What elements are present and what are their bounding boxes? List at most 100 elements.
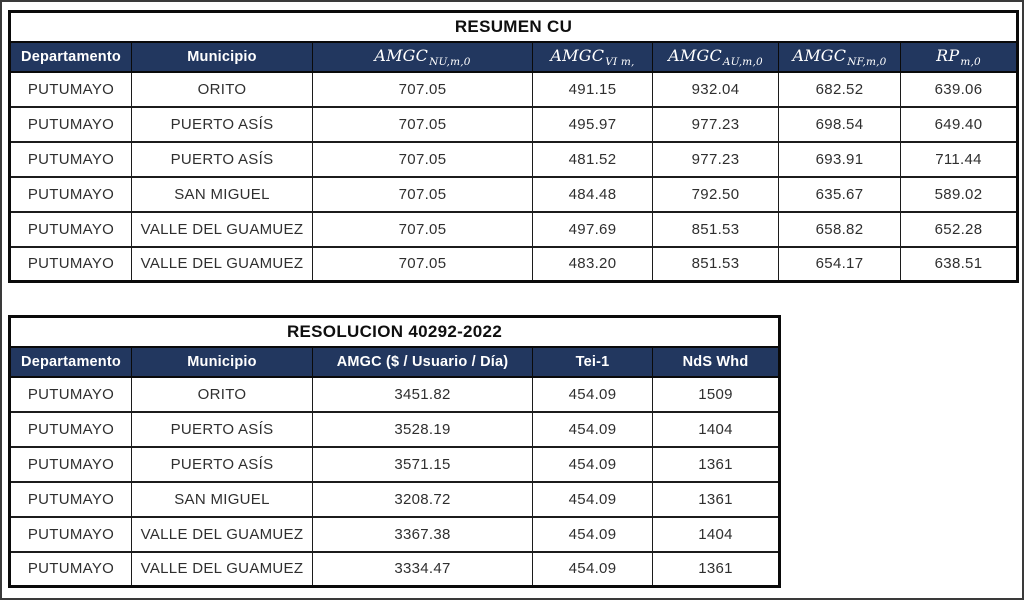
table-row: PUTUMAYO VALLE DEL GUAMUEZ 3367.38 454.0… [9,515,781,553]
column-header-amgc-usuario-dia: AMGC ($ / Usuario / Día) [312,346,533,378]
cell-nds-whd: 1361 [651,480,781,518]
cell-municipio: VALLE DEL GUAMUEZ [131,515,313,553]
cell-tei-1: 454.09 [532,445,653,483]
table-row: PUTUMAYO VALLE DEL GUAMUEZ 707.05 483.20… [9,245,1019,283]
cell-tei-1: 454.09 [532,515,653,553]
cell-amgc-vi: 484.48 [532,175,653,213]
cell-nds-whd: 1509 [651,375,781,413]
cell-tei-1: 454.09 [532,410,653,448]
cell-municipio: PUERTO ASÍS [131,410,313,448]
cell-amgc: 3451.82 [312,375,533,413]
cell-tei-1: 454.09 [532,480,653,518]
math-subscript: NF,m,0 [847,55,887,68]
cell-municipio: ORITO [131,70,313,108]
table-row: PUTUMAYO SAN MIGUEL 3208.72 454.09 1361 [9,480,781,518]
table-row: PUTUMAYO SAN MIGUEL 707.05 484.48 792.50… [9,175,1019,213]
column-header-municipio: Municipio [131,346,313,378]
cell-municipio: ORITO [131,375,313,413]
table-row: PUTUMAYO VALLE DEL GUAMUEZ 3334.47 454.0… [9,550,781,588]
cell-municipio: VALLE DEL GUAMUEZ [131,210,313,248]
cell-amgc-au: 977.23 [652,140,779,178]
cell-departamento: PUTUMAYO [9,445,132,483]
cell-amgc: 3528.19 [312,410,533,448]
cell-rp: 652.28 [899,210,1019,248]
table-row: PUTUMAYO ORITO 707.05 491.15 932.04 682.… [9,70,1019,108]
column-header-nds-whd: NdS Whd [651,346,781,378]
cell-amgc-au: 932.04 [652,70,779,108]
math-subscript: VI m, [605,55,635,68]
cell-rp: 711.44 [899,140,1019,178]
cell-departamento: PUTUMAYO [9,480,132,518]
cell-amgc-nf: 693.91 [778,140,901,178]
cell-amgc-nf: 658.82 [778,210,901,248]
cell-amgc-nu: 707.05 [312,105,533,143]
resolucion-table: RESOLUCION 40292-2022 Departamento Munic… [8,315,782,588]
column-header-amgc-au: AMGCAU,m,0 [652,41,779,73]
cell-municipio: VALLE DEL GUAMUEZ [131,245,313,283]
cell-municipio: SAN MIGUEL [131,480,313,518]
cell-amgc-nu: 707.05 [312,245,533,283]
table1-title: RESUMEN CU [9,11,1018,43]
cell-rp: 589.02 [899,175,1019,213]
cell-nds-whd: 1361 [651,550,781,588]
table2-title: RESOLUCION 40292-2022 [9,316,780,348]
cell-departamento: PUTUMAYO [9,410,132,448]
column-header-amgc-nf: AMGCNF,m,0 [778,41,901,73]
cell-amgc-nu: 707.05 [312,210,533,248]
cell-departamento: PUTUMAYO [9,70,132,108]
cell-rp: 638.51 [899,245,1019,283]
table-row: PUTUMAYO ORITO 3451.82 454.09 1509 [9,375,781,413]
cell-amgc-au: 851.53 [652,245,779,283]
math-symbol: AMGC [374,45,429,65]
cell-departamento: PUTUMAYO [9,375,132,413]
cell-municipio: PUERTO ASÍS [131,140,313,178]
cell-nds-whd: 1361 [651,445,781,483]
cell-rp: 649.40 [899,105,1019,143]
cell-nds-whd: 1404 [651,515,781,553]
cell-municipio: PUERTO ASÍS [131,445,313,483]
math-symbol: AMGC [550,45,605,65]
table-row: PUTUMAYO PUERTO ASÍS 3571.15 454.09 1361 [9,445,781,483]
table-row: PUTUMAYO PUERTO ASÍS 707.05 495.97 977.2… [9,105,1019,143]
cell-departamento: PUTUMAYO [9,245,132,283]
column-header-departamento: Departamento [9,41,132,73]
column-header-amgc-nu: AMGCNU,m,0 [312,41,533,73]
column-header-departamento: Departamento [9,346,132,378]
cell-departamento: PUTUMAYO [9,140,132,178]
cell-amgc-nu: 707.05 [312,70,533,108]
table-row: PUTUMAYO PUERTO ASÍS 3528.19 454.09 1404 [9,410,781,448]
cell-tei-1: 454.09 [532,375,653,413]
cell-departamento: PUTUMAYO [9,175,132,213]
table-row: PUTUMAYO VALLE DEL GUAMUEZ 707.05 497.69… [9,210,1019,248]
table-row: PUTUMAYO PUERTO ASÍS 707.05 481.52 977.2… [9,140,1019,178]
cell-municipio: VALLE DEL GUAMUEZ [131,550,313,588]
table-header-row: Departamento Municipio AMGCNU,m,0 AMGCVI… [9,41,1019,73]
cell-municipio: SAN MIGUEL [131,175,313,213]
cell-amgc-au: 792.50 [652,175,779,213]
cell-municipio: PUERTO ASÍS [131,105,313,143]
cell-amgc-nf: 654.17 [778,245,901,283]
cell-amgc-au: 977.23 [652,105,779,143]
cell-departamento: PUTUMAYO [9,105,132,143]
cell-amgc: 3334.47 [312,550,533,588]
column-header-tei-1: Tei-1 [532,346,653,378]
cell-amgc-nu: 707.05 [312,175,533,213]
cell-amgc-au: 851.53 [652,210,779,248]
table-title-row: RESUMEN CU [9,11,1018,43]
cell-amgc: 3571.15 [312,445,533,483]
cell-departamento: PUTUMAYO [9,515,132,553]
cell-departamento: PUTUMAYO [9,210,132,248]
math-subscript: AU,m,0 [722,55,763,68]
cell-amgc-nf: 698.54 [778,105,901,143]
column-header-rp: RPm,0 [899,41,1019,73]
cell-amgc-vi: 481.52 [532,140,653,178]
cell-amgc: 3208.72 [312,480,533,518]
table-header-row: Departamento Municipio AMGC ($ / Usuario… [9,346,781,378]
cell-amgc-nf: 682.52 [778,70,901,108]
column-header-municipio: Municipio [131,41,313,73]
cell-amgc-nf: 635.67 [778,175,901,213]
cell-amgc-vi: 491.15 [532,70,653,108]
math-subscript: NU,m,0 [429,55,471,68]
math-subscript: m,0 [960,55,981,68]
